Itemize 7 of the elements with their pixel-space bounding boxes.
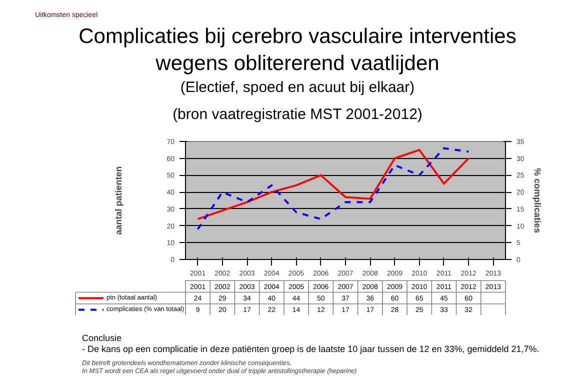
- text: - De kans op een complicatie in deze patiënten groep is de laatste 10 jaar tussen de 12 en 33%, gemiddeld 21,7%.: [82, 343, 540, 356]
- text: Conclusie: [82, 332, 122, 345]
- text: (bron vaatregistratie MST 2001-2012): [172, 105, 424, 125]
- y2-axis-title: % complicaties: [532, 168, 542, 234]
- y-axis-title: aantal patienten: [114, 166, 124, 235]
- chart-title: Complicaties bij cerebro vasculaire interventies wegens oblitererend vaatlijden: [78, 24, 518, 77]
- chart-subtitle: (Electief, spoed en acuut bij elkaar): [179, 78, 416, 98]
